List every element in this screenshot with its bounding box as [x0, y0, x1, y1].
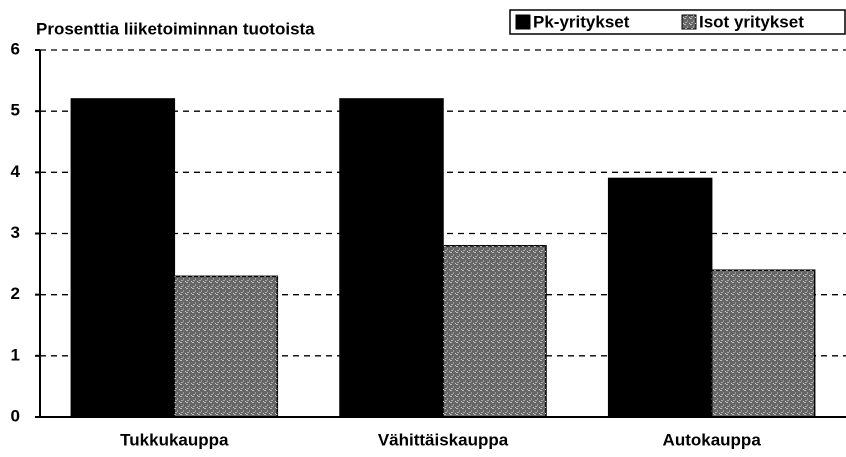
bar-texture — [174, 276, 278, 417]
legend-label: Isot yritykset — [699, 12, 804, 31]
chart-title: Prosenttia liiketoiminnan tuotoista — [36, 19, 315, 38]
y-tick-label: 6 — [11, 39, 20, 58]
x-tick-label: Vähittäiskauppa — [378, 430, 509, 449]
y-tick-label: 4 — [11, 162, 21, 181]
y-tick-label: 2 — [11, 284, 20, 303]
bar-texture — [711, 270, 815, 417]
y-tick-label: 3 — [11, 223, 20, 242]
legend-label: Pk-yritykset — [533, 12, 630, 31]
bar-texture — [443, 245, 546, 417]
y-tick-label: 5 — [11, 101, 20, 120]
y-tick-label: 0 — [11, 406, 20, 425]
legend-swatch-texture — [682, 15, 696, 29]
bar — [607, 177, 713, 418]
x-tick-label: Autokauppa — [663, 430, 762, 449]
y-tick-label: 1 — [11, 345, 20, 364]
legend-swatch — [515, 14, 531, 30]
bar — [70, 98, 176, 418]
bar — [339, 98, 444, 418]
legend-box — [509, 9, 846, 35]
x-tick-label: Tukkukauppa — [120, 430, 229, 449]
